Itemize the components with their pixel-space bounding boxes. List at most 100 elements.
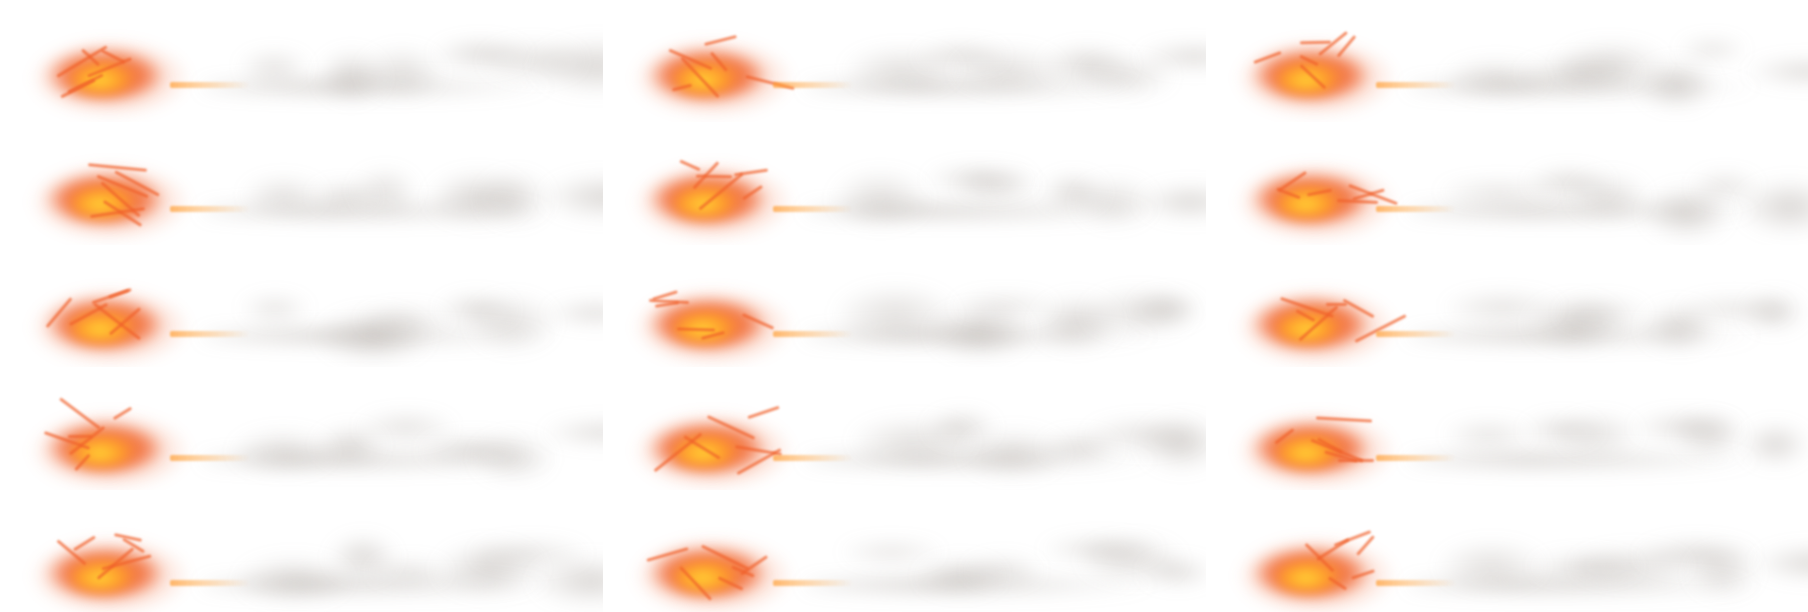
smoke-wisp <box>953 294 1057 317</box>
smoke-wisp <box>1746 58 1808 84</box>
fire-core <box>1276 190 1336 219</box>
smoke-wisp <box>1084 290 1193 336</box>
smoke-wisp <box>358 308 450 332</box>
smoke-wisp <box>242 296 309 322</box>
sprite-frame <box>1206 367 1808 490</box>
ember-trail <box>170 455 250 462</box>
smoke-wisp <box>1139 185 1206 219</box>
smoke-wisp <box>1641 304 1716 350</box>
smoke-wisp <box>361 48 442 96</box>
smoke-base <box>200 577 560 592</box>
smoke-wisp <box>1573 548 1689 583</box>
smoke-wisp <box>244 178 324 211</box>
smoke-wisp <box>1677 415 1745 456</box>
ember-trail <box>1376 579 1456 586</box>
smoke-wisp <box>1754 545 1808 581</box>
sprite-frame <box>603 0 1206 122</box>
sprite-frame <box>1206 490 1808 612</box>
smoke-wisp <box>1637 540 1757 571</box>
smoke-wisp <box>1445 59 1547 97</box>
ember-trail <box>170 206 250 213</box>
smoke-base <box>1406 204 1766 219</box>
smoke-wisp <box>1643 186 1731 240</box>
ember-trail <box>1376 206 1456 213</box>
smoke-wisp <box>840 542 943 563</box>
smoke-wisp <box>1639 59 1716 109</box>
smoke-base <box>1406 328 1766 343</box>
flame-streak <box>1300 40 1332 44</box>
smoke-wisp <box>471 540 588 566</box>
sprite-frame <box>0 367 603 490</box>
smoke-wisp <box>317 309 431 363</box>
ember-trail <box>773 330 853 337</box>
smoke-wisp <box>963 430 1064 478</box>
smoke-base <box>1406 577 1766 592</box>
smoke-wisp <box>1445 293 1560 322</box>
smoke-wisp <box>1081 538 1182 581</box>
smoke-wisp <box>927 411 997 443</box>
smoke-wisp <box>1438 542 1544 588</box>
smoke-wisp <box>926 166 1034 193</box>
smoke-base <box>803 577 1163 592</box>
smoke-wisp <box>318 50 385 102</box>
smoke-wisp <box>471 295 556 350</box>
sprite-frame <box>0 245 603 367</box>
ember-trail <box>170 579 250 586</box>
smoke-wisp <box>915 43 1008 67</box>
sprite-frame <box>0 0 603 122</box>
smoke-wisp <box>1042 433 1119 460</box>
smoke-base <box>200 328 560 343</box>
fire-core <box>673 439 733 468</box>
smoke-wisp <box>233 431 334 472</box>
smoke-wisp <box>1445 422 1532 448</box>
smoke-wisp <box>1743 293 1804 330</box>
sprite-frame <box>603 245 1206 367</box>
smoke-wisp <box>311 184 378 207</box>
ember-trail <box>1376 330 1456 337</box>
smoke-wisp <box>316 426 384 463</box>
smoke-base <box>803 80 1163 94</box>
smoke-wisp <box>1526 169 1611 198</box>
smoke-wisp <box>1632 413 1741 440</box>
flame-streak <box>677 327 716 332</box>
smoke-wisp <box>433 39 529 69</box>
smoke-wisp <box>929 305 1030 358</box>
smoke-base <box>803 204 1163 219</box>
sprite-frame <box>1206 245 1808 367</box>
smoke-base <box>200 204 560 219</box>
smoke-wisp <box>1556 41 1666 87</box>
smoke-wisp <box>917 559 1003 594</box>
sprite-frame <box>603 122 1206 244</box>
smoke-wisp <box>1531 553 1640 579</box>
smoke-wisp <box>237 557 349 603</box>
smoke-wisp <box>1081 58 1174 95</box>
sprite-frame <box>603 490 1206 612</box>
smoke-wisp <box>428 171 527 224</box>
smoke-wisp <box>435 542 543 595</box>
smoke-wisp <box>1518 57 1642 88</box>
smoke-base <box>1406 80 1766 94</box>
smoke-wisp <box>474 434 552 481</box>
smoke-wisp <box>480 172 549 225</box>
smoke-wisp <box>1042 537 1161 561</box>
ember-trail <box>773 579 853 586</box>
smoke-wisp <box>834 171 927 227</box>
smoke-wisp <box>1076 178 1153 225</box>
smoke-wisp <box>353 169 416 211</box>
fire-core <box>1276 314 1336 343</box>
smoke-wisp <box>1140 417 1206 470</box>
smoke-wisp <box>953 48 1062 91</box>
ember-trail <box>773 82 853 88</box>
smoke-base <box>803 453 1163 468</box>
sprite-frame <box>1206 122 1808 244</box>
smoke-base <box>200 80 560 94</box>
smoke-wisp <box>1035 296 1117 350</box>
ember-trail <box>170 82 250 88</box>
smoke-wisp <box>957 175 1040 197</box>
ember-trail <box>773 206 853 213</box>
smoke-wisp <box>1086 418 1203 451</box>
smoke-wisp <box>1558 299 1648 328</box>
smoke-wisp <box>1523 417 1601 444</box>
smoke-wisp <box>1570 174 1647 217</box>
